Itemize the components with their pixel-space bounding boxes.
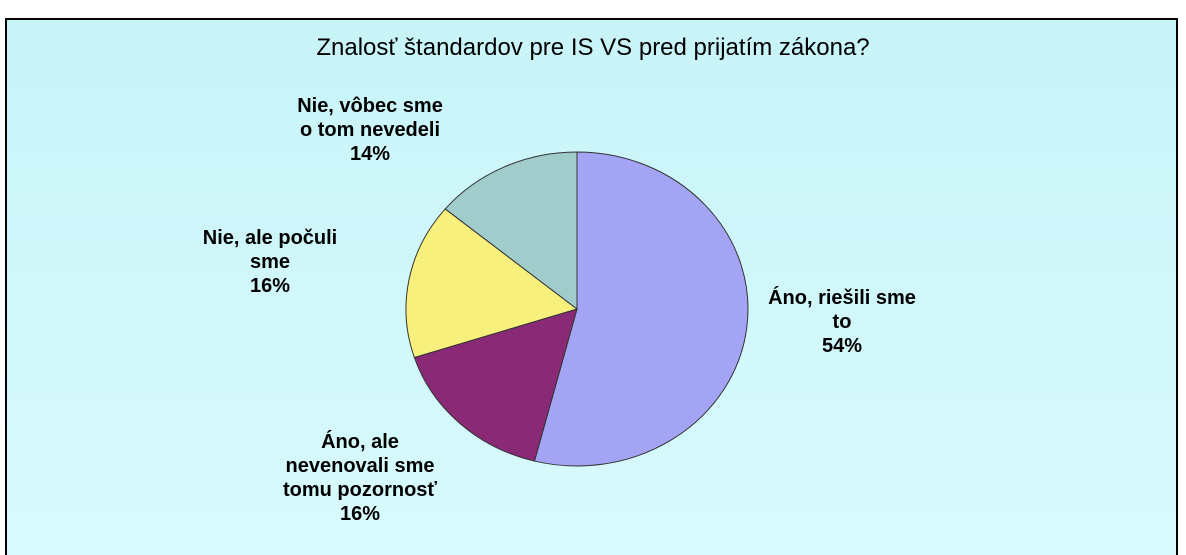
category-label: Áno, ale nevenovali sme tomu pozornosť bbox=[282, 431, 437, 501]
pie-slice bbox=[533, 151, 749, 467]
value-label: 54% bbox=[821, 335, 863, 357]
pie-slice bbox=[405, 208, 579, 359]
value-label: 16% bbox=[249, 275, 291, 297]
category-label: Áno, riešili sme to bbox=[768, 287, 916, 333]
data-label: Nie, vôbec sme o tom nevedeli 14% bbox=[290, 94, 450, 166]
category-label: Nie, ale počuli sme bbox=[202, 227, 338, 273]
data-label: Áno, ale nevenovali sme tomu pozornosť 16… bbox=[275, 430, 445, 526]
data-label: Nie, ale počuli sme 16% bbox=[200, 226, 340, 298]
chart-title: Znalosť štandardov pre IS VS pred prijat… bbox=[316, 34, 870, 61]
value-label: 14% bbox=[349, 143, 391, 165]
data-label: Áno, riešili sme to 54% bbox=[762, 286, 922, 358]
pie-slice bbox=[444, 151, 578, 311]
category-label: Nie, vôbec sme o tom nevedeli bbox=[297, 95, 443, 141]
value-label: 16% bbox=[339, 503, 381, 525]
pie-slice bbox=[413, 308, 578, 462]
